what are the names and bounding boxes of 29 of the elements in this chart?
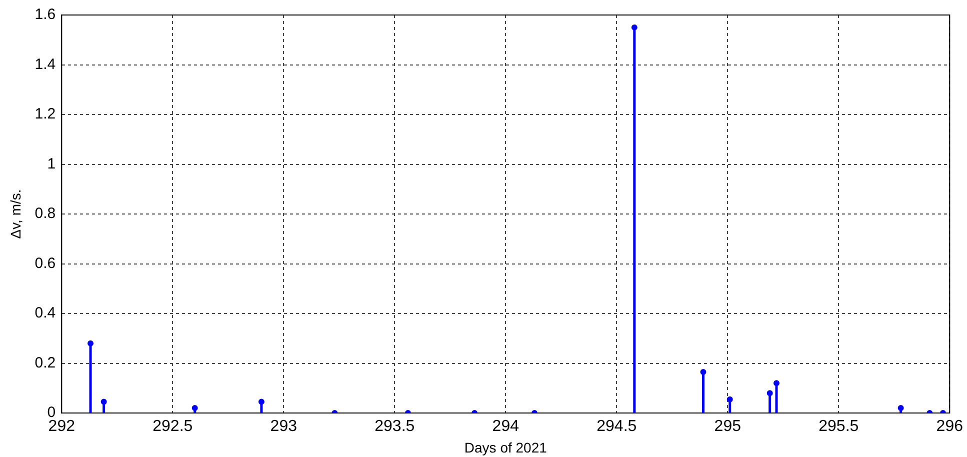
- y-tick-label: 0.4: [34, 304, 56, 322]
- y-axis-title: Δv, m/s.: [7, 189, 24, 239]
- x-tick-label: 294: [492, 418, 520, 436]
- point: [100, 398, 107, 405]
- y-tick-label: 1.4: [34, 56, 56, 73]
- x-tick-label: 295.5: [818, 418, 859, 436]
- point: [258, 398, 264, 405]
- y-tick-label: 0.6: [34, 254, 56, 272]
- x-tick-label: 296: [936, 418, 964, 436]
- x-axis-title: Days of 2021: [464, 439, 548, 456]
- x-tick-label: 294.5: [596, 418, 637, 436]
- point: [726, 396, 733, 402]
- point: [766, 390, 773, 396]
- y-tick-label: 0.8: [34, 205, 56, 222]
- x-tick-label: 293: [270, 418, 298, 436]
- x-tick-label: 292: [48, 418, 76, 436]
- point: [631, 24, 638, 30]
- point: [773, 380, 780, 386]
- point: [192, 405, 198, 412]
- y-tick-label: 0.2: [34, 354, 56, 372]
- y-tick-label: 1: [47, 155, 56, 172]
- x-tick-label: 292.5: [152, 418, 193, 436]
- point: [700, 368, 706, 375]
- y-tick-label: 1.6: [34, 6, 56, 24]
- x-tick-label: 295: [714, 418, 742, 436]
- y-tick-label: 1.2: [34, 106, 56, 123]
- x-tick-label: 293.5: [374, 418, 415, 436]
- point: [88, 340, 94, 346]
- point: [898, 405, 904, 412]
